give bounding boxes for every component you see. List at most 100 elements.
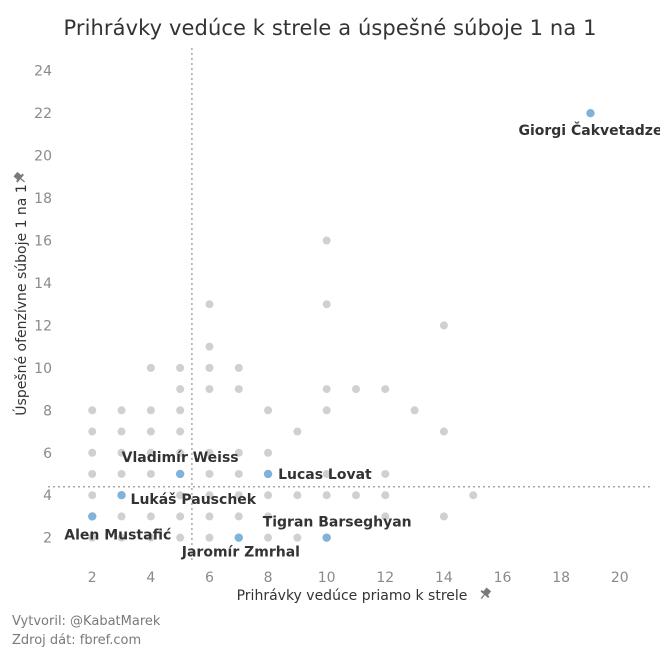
data-point [322, 406, 331, 415]
data-point [88, 427, 97, 436]
data-point [117, 427, 126, 436]
data-point [264, 533, 273, 542]
chart-title: Prihrávky vedúce k strele a úspešné súbo… [63, 16, 597, 40]
data-point [322, 236, 331, 245]
data-point [88, 448, 97, 457]
data-point [88, 406, 97, 415]
x-tick-label: 2 [88, 570, 97, 586]
data-point [264, 448, 273, 457]
x-tick-label: 10 [318, 570, 336, 586]
point-label: Vladimír Weiss [122, 450, 239, 466]
data-point [264, 491, 273, 500]
data-point [352, 385, 360, 394]
x-tick-label: 16 [494, 570, 512, 586]
point-label: Tigran Barseghyan [263, 515, 412, 531]
data-point [176, 448, 185, 457]
data-point [117, 512, 126, 521]
data-point [234, 363, 243, 372]
data-point [234, 512, 243, 521]
data-point [205, 512, 214, 521]
data-point [146, 469, 155, 478]
data-point [205, 385, 214, 394]
data-point [146, 363, 155, 372]
data-point [381, 385, 390, 394]
data-point [146, 533, 155, 542]
highlighted-point [175, 469, 185, 479]
y-tick-label: 16 [34, 234, 52, 250]
x-tick-label: 4 [146, 570, 155, 586]
highlighted-point [88, 512, 97, 521]
point-label: Giorgi Čakvetadze [518, 121, 660, 139]
x-tick-label: 18 [552, 570, 570, 586]
x-axis-label: Prihrávky vedúce priamo k strele [237, 588, 468, 604]
data-point [234, 491, 243, 500]
data-point [88, 491, 97, 500]
data-point [205, 363, 214, 372]
source-credit: Zdroj dát: fbref.com [12, 633, 142, 648]
data-point [352, 491, 360, 500]
highlighted-point [263, 469, 273, 479]
data-point [88, 469, 97, 478]
data-point [146, 448, 155, 457]
data-point [381, 469, 390, 478]
x-tick-label: 20 [611, 570, 629, 586]
data-point [293, 533, 302, 542]
data-point [176, 385, 185, 394]
highlighted-point [322, 533, 331, 542]
data-point [176, 427, 185, 436]
y-tick-label: 18 [34, 191, 52, 207]
data-point [205, 448, 214, 457]
highlighted-point [234, 533, 243, 542]
y-tick-label: 20 [34, 149, 52, 165]
data-point [439, 321, 448, 330]
data-point [117, 448, 126, 457]
highlighted-point [586, 108, 595, 118]
data-point [234, 448, 243, 457]
author-credit: Vytvoril: @KabatMarek [12, 614, 161, 629]
y-tick-label: 10 [34, 361, 52, 377]
y-tick-label: 4 [43, 488, 52, 504]
data-point [205, 491, 214, 500]
point-label: Lukáš Pauschek [131, 492, 257, 508]
credits: Vytvoril: @KabatMarek Zdroj dát: fbref.c… [12, 612, 160, 650]
data-point [205, 533, 214, 542]
data-point [205, 300, 214, 309]
data-point [117, 469, 126, 478]
x-tick-label: 6 [205, 570, 214, 586]
x-axis-ticks: 2 4 6 8 10 12 14 16 18 20 [88, 570, 629, 586]
data-point [293, 427, 302, 436]
x-tick-label: 14 [435, 570, 453, 586]
data-points [88, 108, 595, 542]
data-point [322, 300, 331, 309]
point-label: Alen Mustafić [64, 527, 171, 543]
point-label: Jaromír Zmrhal [181, 545, 300, 561]
y-tick-label: 8 [43, 403, 52, 419]
data-point [176, 491, 185, 500]
y-tick-label: 22 [34, 106, 52, 122]
data-point [176, 512, 185, 521]
x-tick-label: 8 [264, 570, 273, 586]
data-point [234, 469, 243, 478]
x-axis-pin-icon [480, 587, 492, 600]
data-point [293, 491, 302, 500]
data-point [264, 406, 273, 415]
y-tick-label: 12 [34, 318, 52, 334]
data-point [117, 533, 126, 542]
data-point [322, 491, 331, 500]
data-point [146, 406, 155, 415]
data-point [381, 512, 390, 521]
data-point [410, 406, 419, 415]
data-point [176, 406, 185, 415]
data-point [205, 342, 214, 351]
point-labels: Giorgi Čakvetadze Vladimír Weiss Lucas Lov… [64, 121, 660, 560]
data-point [469, 491, 478, 500]
y-tick-label: 14 [34, 276, 52, 292]
y-tick-label: 2 [43, 531, 52, 547]
point-label: Lucas Lovat [278, 467, 372, 483]
data-point [439, 427, 448, 436]
data-point [117, 406, 126, 415]
y-axis-label: Úspešné ofenzívne súboje 1 na 1 [12, 184, 30, 415]
data-point [381, 491, 390, 500]
